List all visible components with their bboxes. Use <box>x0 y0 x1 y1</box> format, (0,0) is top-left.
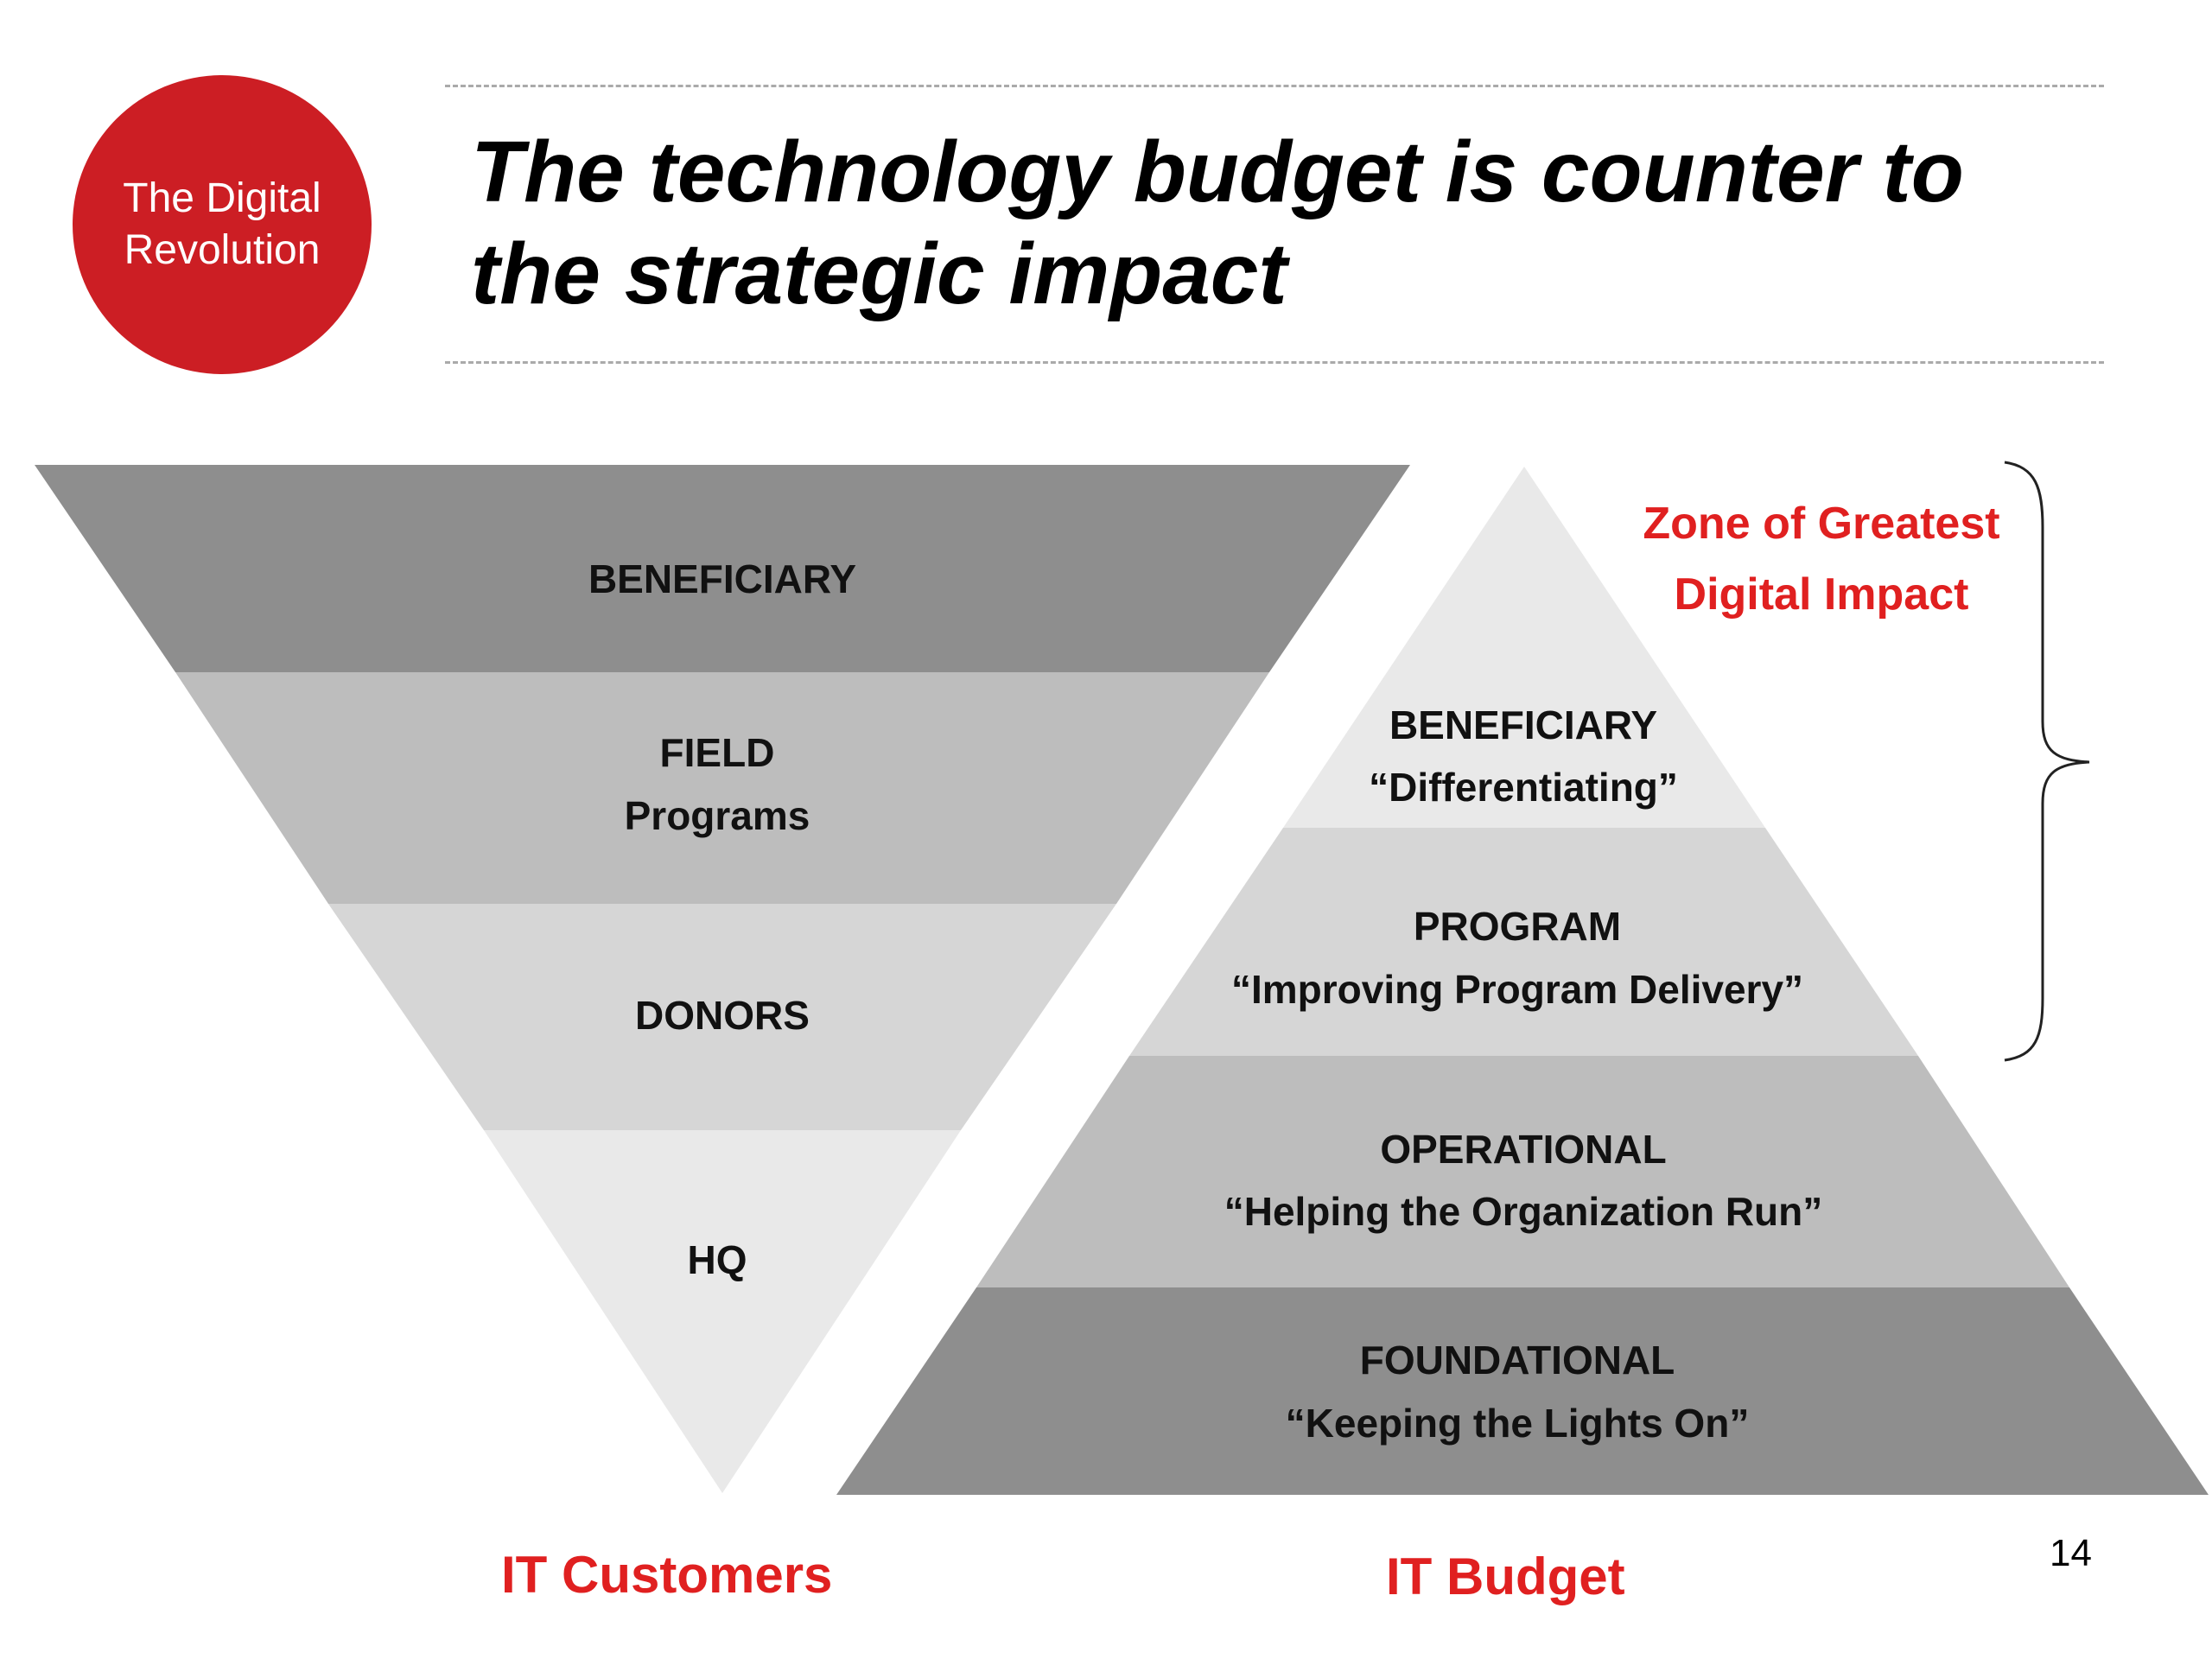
budget-label-beneficiary: BENEFICIARY <box>1389 702 1657 747</box>
section-badge: The Digital Revolution <box>73 75 372 374</box>
budget-layer-program <box>1129 828 1918 1056</box>
budget-layer-foundational <box>836 1287 2209 1495</box>
it-budget-pyramid: BENEFICIARY “Differentiating” PROGRAM “I… <box>836 467 2209 1495</box>
it-budget-label: IT Budget <box>1386 1548 1625 1605</box>
title-top-divider <box>445 85 2104 87</box>
customers-layer-donors <box>328 904 1116 1130</box>
zone-label-line-1: Zone of Greatest <box>1643 499 1999 549</box>
page-title: The technology budget is counter to the … <box>471 121 2095 325</box>
customers-label-beneficiary: BENEFICIARY <box>588 556 856 601</box>
customers-label-donors: DONORS <box>635 993 810 1038</box>
badge-line-2: Revolution <box>124 227 321 273</box>
zone-callout: Zone of Greatest Digital Impact <box>1643 461 2090 1062</box>
badge-line-1: The Digital <box>123 175 321 221</box>
customers-label-field: FIELD <box>660 730 775 775</box>
budget-label-operational-sub: “Helping the Organization Run” <box>1224 1189 1823 1234</box>
zone-label-line-2: Digital Impact <box>1675 569 1969 620</box>
budget-label-beneficiary-sub: “Differentiating” <box>1369 765 1678 810</box>
it-customers-label: IT Customers <box>501 1546 833 1604</box>
budget-label-program: PROGRAM <box>1414 904 1621 949</box>
budget-layer-beneficiary <box>1283 467 1765 828</box>
page-number: 14 <box>2050 1532 2092 1574</box>
budget-layer-operational <box>976 1056 2069 1287</box>
budget-label-operational: OPERATIONAL <box>1380 1127 1666 1172</box>
budget-label-foundational-sub: “Keeping the Lights On” <box>1286 1401 1750 1446</box>
title-line-2: the strategic impact <box>471 226 1287 322</box>
zone-curly-brace <box>2004 461 2090 1062</box>
customers-label-field-sub: Programs <box>625 793 810 838</box>
customers-label-hq: HQ <box>688 1237 747 1282</box>
budget-label-program-sub: “Improving Program Delivery” <box>1231 967 1803 1012</box>
budget-label-foundational: FOUNDATIONAL <box>1360 1338 1675 1382</box>
title-bottom-divider <box>445 361 2104 364</box>
customers-layer-field <box>175 672 1269 904</box>
customers-layer-beneficiary <box>35 465 1410 672</box>
title-line-1: The technology budget is counter to <box>471 124 1964 220</box>
it-customers-funnel: BENEFICIARY FIELD Programs DONORS HQ <box>35 465 1410 1493</box>
customers-layer-hq <box>484 1130 961 1493</box>
